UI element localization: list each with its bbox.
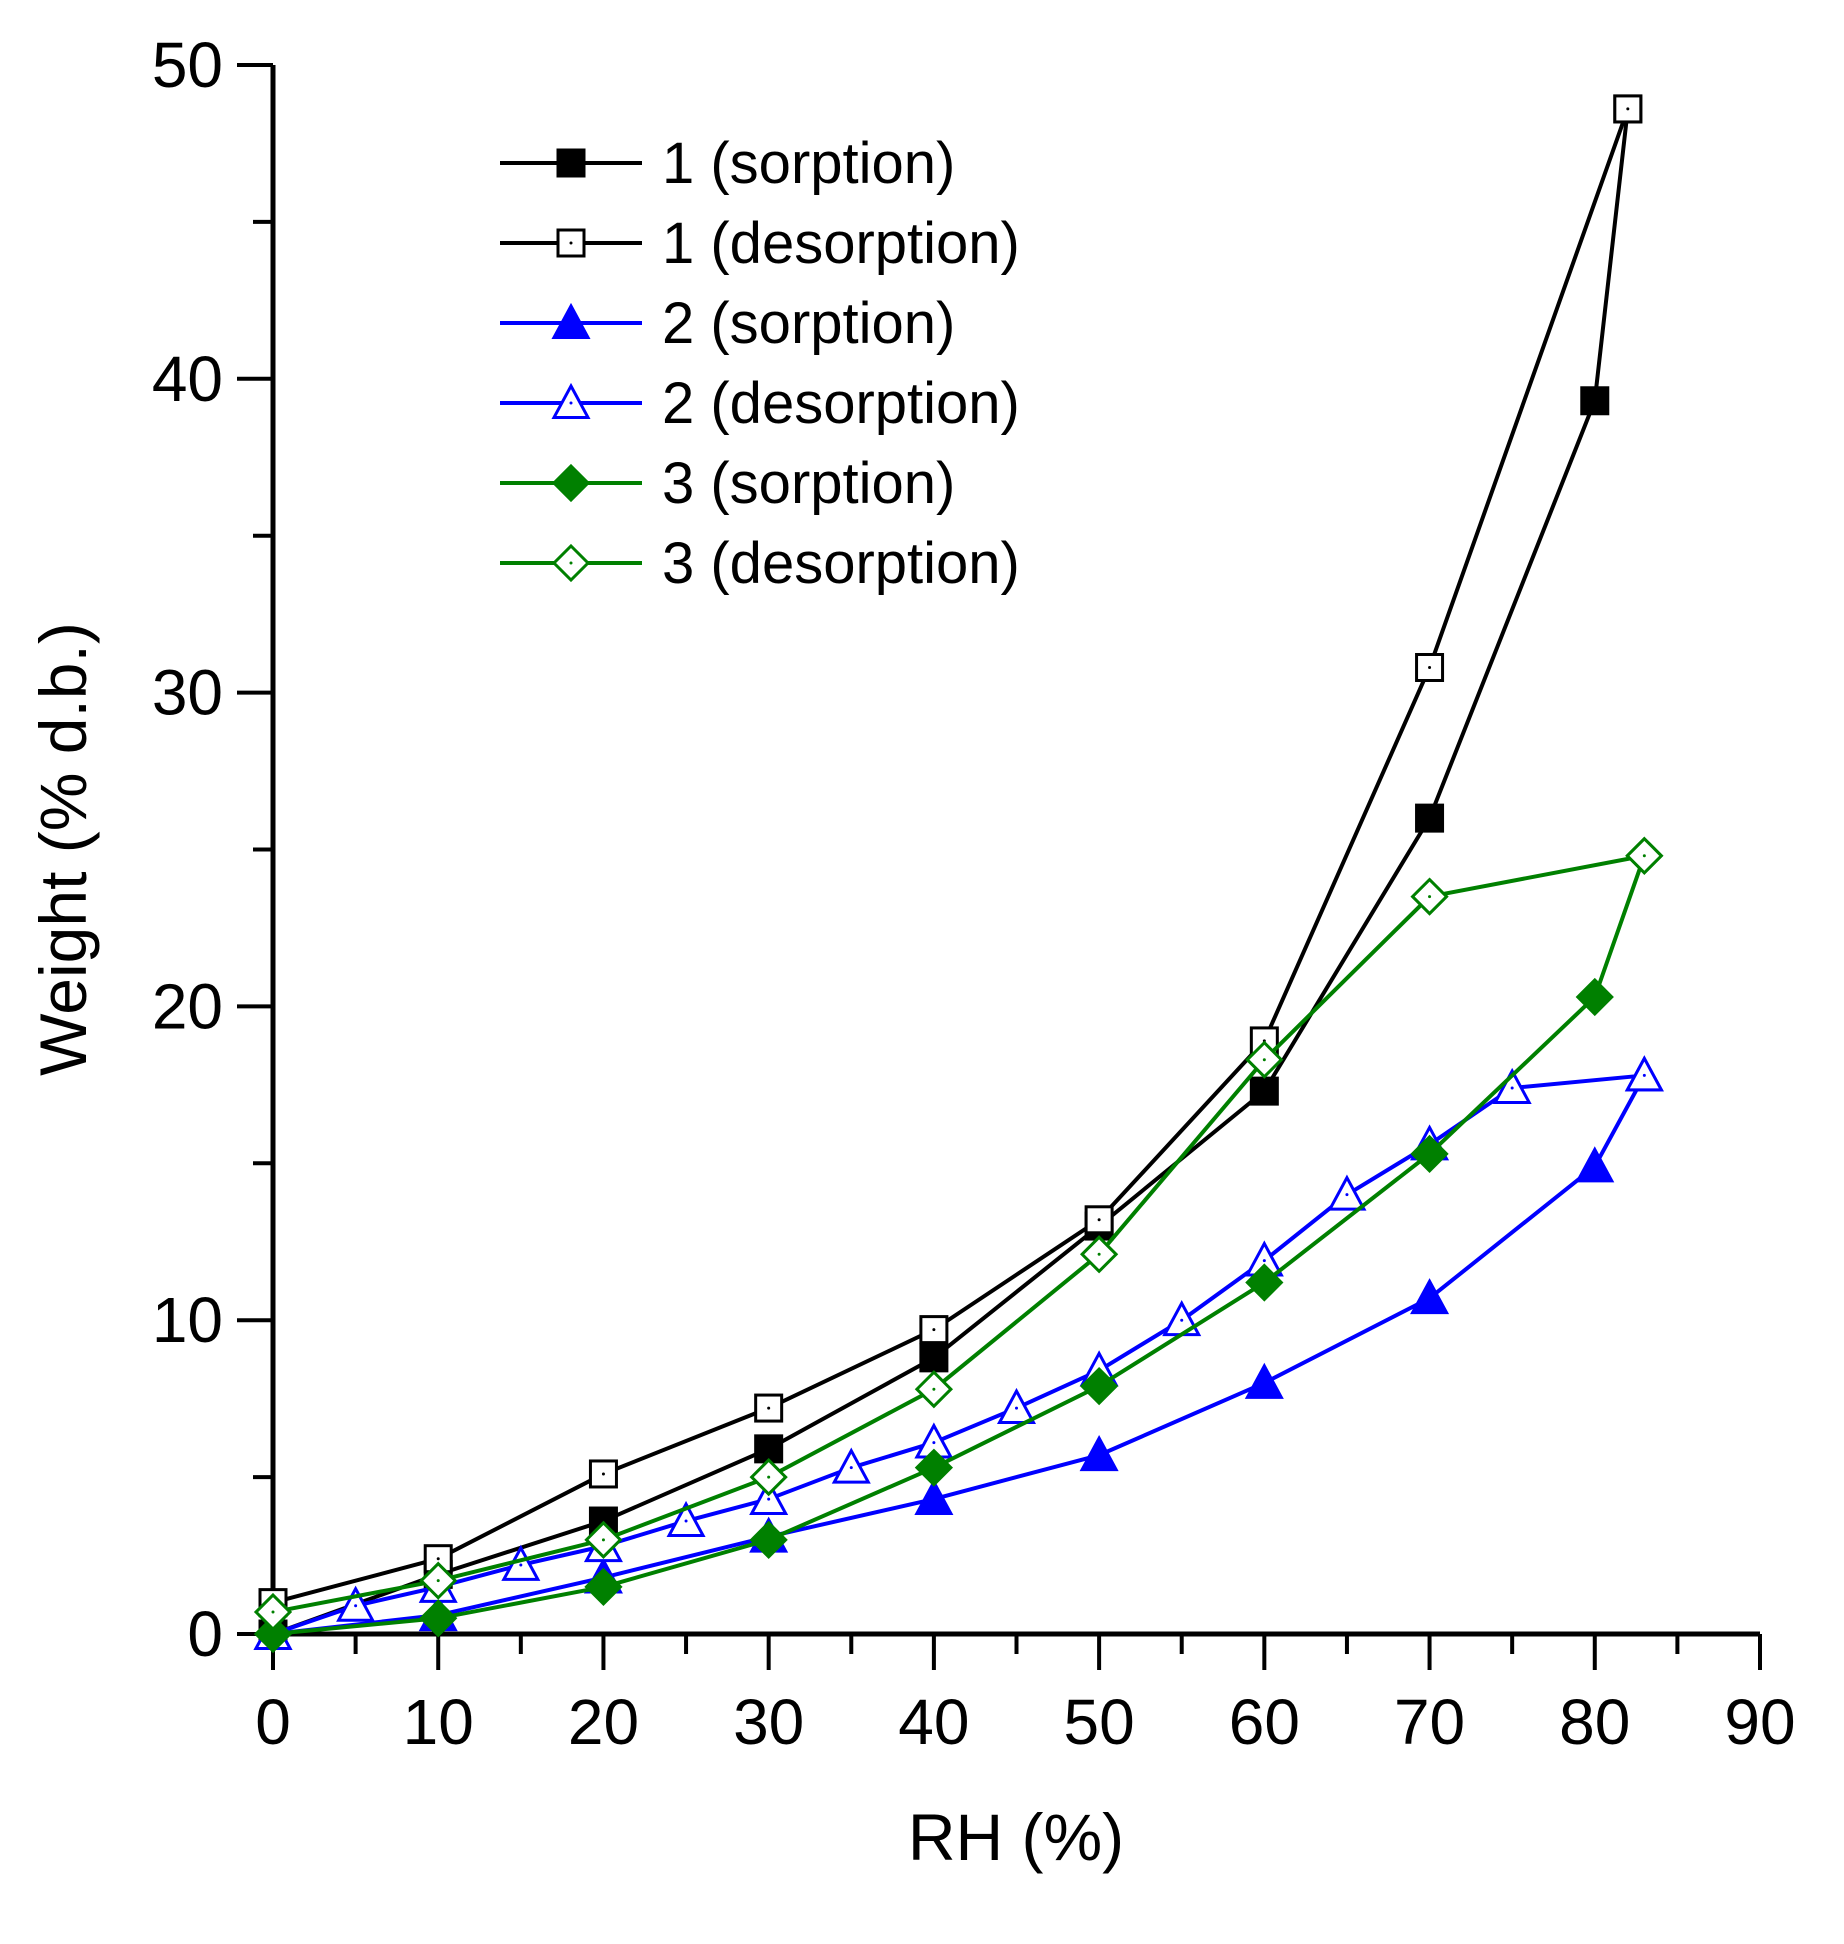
y-axis-title: Weight (% d.b.): [26, 622, 100, 1076]
data-point: [749, 1520, 788, 1559]
data-point-dot: [1015, 1406, 1018, 1410]
x-ticks: 0 10 20 30 40 50 60 70 80 90: [255, 1634, 1796, 1758]
x-tick-label: 60: [1229, 1686, 1300, 1758]
data-point-dot: [1262, 1058, 1266, 1062]
legend-label: 3 (sorption): [662, 451, 955, 516]
series-5: [253, 836, 1664, 1654]
data-point-dot: [519, 1563, 523, 1567]
series-layer: [253, 94, 1664, 1654]
series-3: [253, 1055, 1664, 1650]
data-point: [914, 1478, 954, 1516]
x-tick-label: 10: [403, 1686, 474, 1758]
legend-item: 1 (desorption): [500, 211, 1020, 276]
data-point-dot: [684, 1519, 688, 1523]
data-point-dot: [1097, 1218, 1101, 1222]
data-point-dot: [601, 1538, 605, 1542]
data-point-dot: [767, 1475, 771, 1479]
data-point-dot: [1510, 1086, 1514, 1090]
data-point-dot: [1642, 1073, 1646, 1077]
data-point-dot: [849, 1466, 853, 1470]
data-point: [754, 1434, 784, 1464]
legend-marker-dot: [569, 241, 573, 245]
data-point: [1580, 386, 1610, 416]
x-tick-label: 90: [1724, 1686, 1795, 1758]
series-line: [272, 853, 1645, 1614]
data-point-dot: [767, 1406, 771, 1410]
y-tick-label: 0: [187, 1598, 223, 1670]
series-6: [253, 836, 1664, 1632]
series-2: [258, 94, 1643, 1618]
x-tick-label: 0: [255, 1686, 291, 1758]
data-point: [1575, 977, 1614, 1017]
data-point-dot: [1097, 1252, 1101, 1256]
x-tick-label: 70: [1394, 1686, 1465, 1758]
series-4: [253, 1055, 1664, 1650]
data-point: [253, 1614, 293, 1654]
y-tick-label: 50: [152, 29, 223, 101]
x-tick-label: 20: [568, 1686, 639, 1758]
legend-item: 3 (desorption): [500, 531, 1020, 596]
data-point: [1575, 1146, 1615, 1183]
data-point-dot: [354, 1604, 358, 1608]
legend-label: 2 (sorption): [662, 291, 955, 356]
data-point-dot: [271, 1610, 275, 1614]
y-tick-label: 40: [152, 343, 223, 415]
legend-item: 2 (sorption): [500, 291, 955, 356]
data-point: [919, 1343, 949, 1373]
y-tick-label: 10: [152, 1284, 223, 1356]
data-point: [1244, 1362, 1284, 1399]
legend-label: 1 (sorption): [662, 131, 955, 196]
legend-marker-dot: [569, 561, 573, 565]
legend-label: 2 (desorption): [662, 371, 1020, 436]
data-point-dot: [932, 1328, 936, 1332]
legend: 1 (sorption) 1 (desorption) 2 (sorption) 2 …: [500, 131, 1020, 596]
data-point: [419, 1599, 458, 1638]
x-tick-label: 30: [733, 1686, 804, 1758]
legend-item: 3 (sorption): [500, 451, 955, 516]
data-point: [1415, 652, 1445, 682]
y-ticks: 0 10 20 30 40 50: [152, 29, 273, 1670]
x-tick-label: 40: [898, 1686, 969, 1758]
data-point: [1410, 1134, 1449, 1174]
legend-marker: [551, 463, 591, 503]
legend-item: 1 (sorption): [500, 131, 955, 196]
data-point-dot: [1428, 895, 1432, 899]
legend-marker-dot: [569, 401, 573, 405]
x-tick-label: 50: [1064, 1686, 1135, 1758]
data-point-dot: [1642, 854, 1646, 858]
legend-marker: [556, 148, 586, 178]
data-point-dot: [601, 1472, 605, 1476]
data-point-dot: [1428, 665, 1432, 669]
data-point-dot: [932, 1387, 936, 1391]
data-point: [1079, 1434, 1119, 1472]
x-tick-label: 80: [1559, 1686, 1630, 1758]
legend-item: 2 (desorption): [500, 371, 1020, 436]
x-axis-title: RH (%): [908, 1800, 1124, 1874]
legend-marker: [551, 302, 591, 339]
data-point: [1410, 1278, 1450, 1315]
data-point-dot: [1180, 1318, 1184, 1322]
data-point: [1245, 1263, 1284, 1302]
data-point: [584, 1567, 623, 1607]
data-point: [1079, 1366, 1119, 1406]
data-point: [914, 1448, 954, 1487]
data-point-dot: [1626, 107, 1630, 111]
y-tick-label: 20: [152, 970, 223, 1042]
data-point-dot: [436, 1557, 440, 1561]
series-line: [272, 855, 1647, 1636]
data-point-dot: [1345, 1193, 1349, 1197]
legend-label: 3 (desorption): [662, 531, 1020, 596]
data-point-dot: [767, 1497, 771, 1501]
y-tick-label: 30: [152, 657, 223, 729]
data-point-dot: [1262, 1259, 1266, 1263]
series-line: [272, 1074, 1647, 1636]
data-point: [1415, 803, 1445, 833]
data-point-dot: [436, 1579, 440, 1583]
data-point-dot: [932, 1441, 936, 1445]
legend-label: 1 (desorption): [662, 211, 1020, 276]
data-point: [1249, 1076, 1279, 1106]
